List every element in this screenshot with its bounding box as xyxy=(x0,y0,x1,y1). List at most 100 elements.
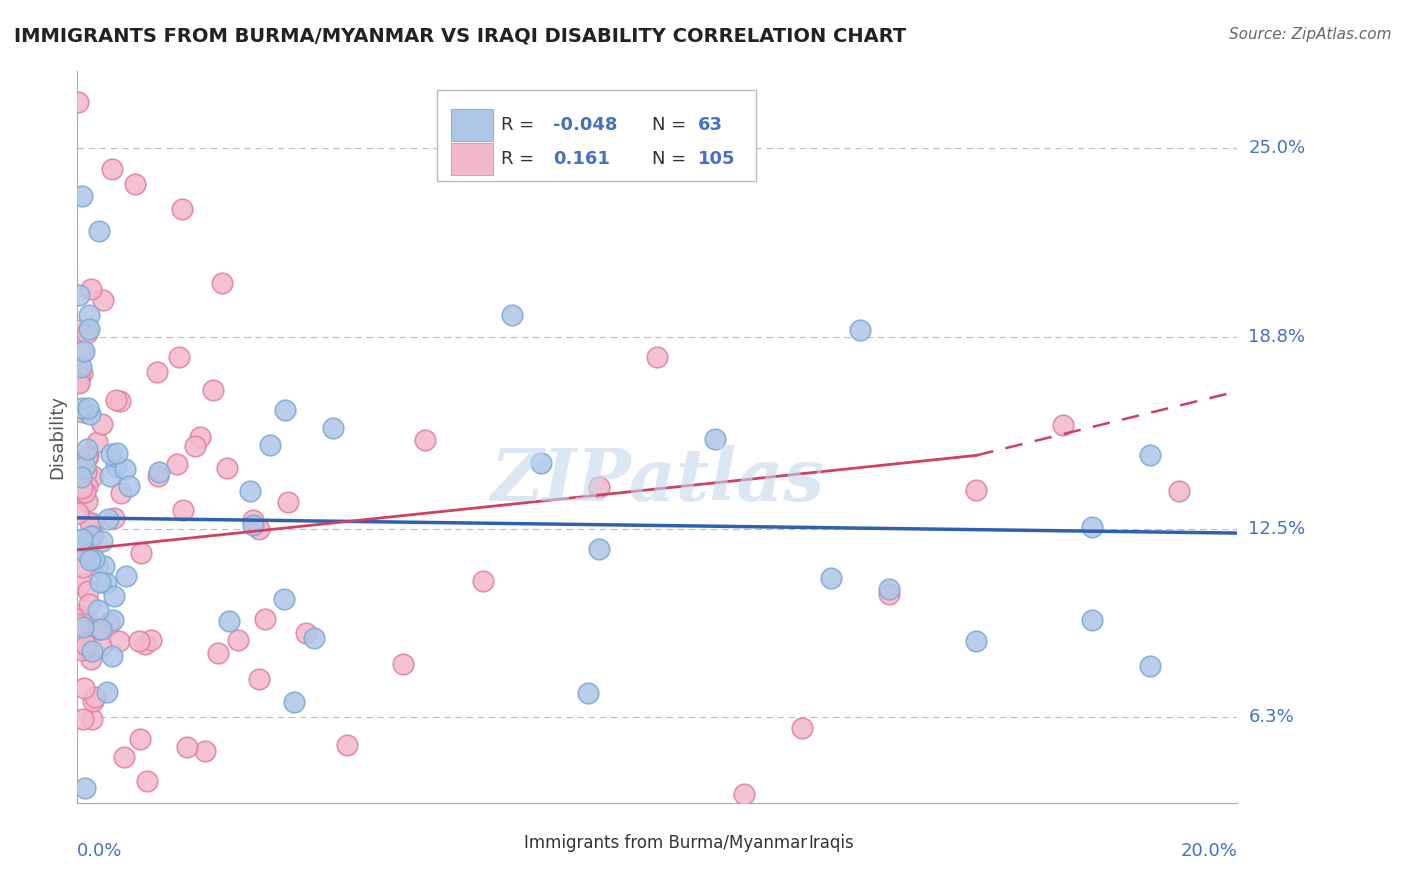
Point xyxy=(66,617,89,632)
Point xyxy=(94,575,117,590)
Point xyxy=(69,575,91,590)
Point xyxy=(75,638,97,652)
Point xyxy=(90,639,112,653)
Text: R =: R = xyxy=(501,116,540,135)
Point xyxy=(530,456,553,470)
Point xyxy=(1139,658,1161,673)
Point xyxy=(242,517,264,532)
Point xyxy=(72,345,94,359)
Point xyxy=(820,571,842,585)
Point xyxy=(128,731,150,746)
Point xyxy=(70,189,93,203)
Point xyxy=(66,95,89,109)
Point xyxy=(253,612,276,626)
Point xyxy=(101,161,124,176)
Point xyxy=(76,479,98,493)
Text: 105: 105 xyxy=(697,150,735,168)
Point xyxy=(82,712,104,726)
Point xyxy=(70,477,93,491)
Point xyxy=(202,383,225,397)
Text: -0.048: -0.048 xyxy=(553,116,617,135)
Point xyxy=(128,633,150,648)
Point xyxy=(302,631,325,645)
Text: N =: N = xyxy=(651,150,692,168)
Point xyxy=(70,366,93,380)
Point xyxy=(148,468,170,483)
Point xyxy=(70,401,93,416)
Point xyxy=(283,695,305,709)
Point xyxy=(72,641,94,656)
Point xyxy=(77,401,100,416)
Point xyxy=(79,282,101,296)
Point xyxy=(73,484,96,499)
Point xyxy=(103,590,125,604)
Point xyxy=(82,529,104,543)
Point xyxy=(118,479,141,493)
Point xyxy=(103,613,125,627)
Text: 18.8%: 18.8% xyxy=(1249,327,1305,345)
Point xyxy=(877,582,901,596)
Point xyxy=(70,539,93,553)
Point xyxy=(73,636,96,650)
Point xyxy=(70,542,93,557)
Point xyxy=(73,681,96,695)
Point xyxy=(141,632,163,647)
Point xyxy=(98,468,121,483)
Point xyxy=(105,392,128,407)
FancyBboxPatch shape xyxy=(486,830,517,855)
Point xyxy=(87,603,110,617)
Point xyxy=(588,480,610,494)
Text: Iraqis: Iraqis xyxy=(808,834,853,852)
Point xyxy=(242,512,264,526)
Point xyxy=(226,632,249,647)
Point xyxy=(207,646,229,660)
Point xyxy=(733,787,755,801)
Point xyxy=(1052,417,1074,432)
Point xyxy=(79,322,101,336)
Point xyxy=(72,560,94,574)
Point xyxy=(148,466,170,480)
Point xyxy=(79,553,101,567)
Point xyxy=(72,713,94,727)
Point xyxy=(124,177,146,191)
Point xyxy=(108,633,131,648)
Point xyxy=(105,445,128,459)
Point xyxy=(184,439,207,453)
Point xyxy=(83,552,105,566)
Point xyxy=(392,657,415,671)
Point xyxy=(704,432,727,446)
Point xyxy=(1139,448,1161,462)
Point xyxy=(82,468,104,483)
Point xyxy=(188,430,211,444)
Point xyxy=(136,774,159,789)
Point xyxy=(80,644,103,658)
Point xyxy=(79,407,101,421)
Point xyxy=(277,495,299,509)
Point xyxy=(849,323,872,337)
Point xyxy=(211,276,233,290)
Point xyxy=(79,544,101,558)
Point xyxy=(176,740,198,755)
Point xyxy=(80,516,103,531)
Point xyxy=(129,546,152,560)
Point xyxy=(79,516,101,531)
Point xyxy=(70,532,93,546)
Point xyxy=(501,308,523,322)
Point xyxy=(69,368,91,382)
Text: IMMIGRANTS FROM BURMA/MYANMAR VS IRAQI DISABILITY CORRELATION CHART: IMMIGRANTS FROM BURMA/MYANMAR VS IRAQI D… xyxy=(14,27,907,45)
Point xyxy=(69,612,91,626)
Point xyxy=(247,522,270,536)
Point xyxy=(194,744,217,758)
Point xyxy=(67,287,90,301)
Point xyxy=(73,477,96,491)
Point xyxy=(91,293,114,307)
Point xyxy=(877,587,901,601)
Point xyxy=(84,690,107,704)
Point xyxy=(70,643,93,657)
Point xyxy=(103,511,125,525)
Text: Source: ZipAtlas.com: Source: ZipAtlas.com xyxy=(1229,27,1392,42)
Point xyxy=(72,636,94,650)
Point xyxy=(146,365,169,379)
FancyBboxPatch shape xyxy=(451,143,492,175)
Point xyxy=(112,750,135,764)
